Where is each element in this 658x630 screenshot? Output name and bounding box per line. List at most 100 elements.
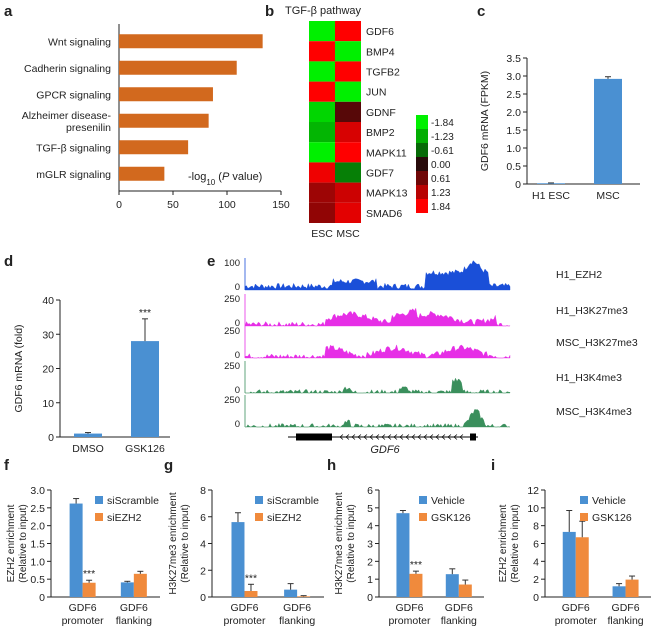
track-name-h1-ezh2: H1_EZH2 xyxy=(556,269,602,281)
gene-strand-arrow xyxy=(375,434,380,440)
y-axis-label: (Relative to input) xyxy=(18,504,29,582)
legend-swatch-vehicle xyxy=(580,496,588,504)
legend-label-vehicle: Vehicle xyxy=(431,495,465,507)
gene-strand-arrow xyxy=(369,434,374,440)
color-scale-label: -1.84 xyxy=(431,118,454,129)
color-scale-label: -1.23 xyxy=(431,132,454,143)
row-label-gdnf: GDNF xyxy=(366,107,396,119)
bar-gsk126-promoter xyxy=(409,573,423,597)
bar-0 xyxy=(119,34,263,49)
y-tick-label: 0 xyxy=(533,592,539,604)
heatmap-cell xyxy=(335,41,361,62)
bar-5 xyxy=(119,166,165,181)
panel-g-h3k27me3-chip-chart: 02468***GDF6promoterGDF6flankingsiScramb… xyxy=(168,485,324,627)
gene-strand-arrow xyxy=(441,434,446,440)
column-label-esc: ESC xyxy=(311,228,333,240)
gene-strand-arrow xyxy=(399,434,404,440)
heatmap-cell xyxy=(309,202,335,223)
color-scale-swatch xyxy=(416,115,428,129)
y-axis-label: (Relative to input) xyxy=(510,504,521,582)
y-axis-label: EZH2 enrichment xyxy=(498,504,509,582)
gene-strand-arrow xyxy=(351,434,356,440)
bar-siscramble-flanking xyxy=(120,582,134,597)
legend-swatch-siscramble xyxy=(95,496,103,504)
bar-siscramble-promoter xyxy=(69,503,83,597)
y-tick-label: 0 xyxy=(48,432,54,444)
x-category-label: GSK126 xyxy=(125,443,165,455)
gene-strand-arrow xyxy=(339,434,344,440)
category-label-4: TGF-β signaling xyxy=(36,142,111,154)
row-label-gdf6: GDF6 xyxy=(366,26,394,38)
significance-marker: *** xyxy=(410,559,422,571)
y-axis-label: EZH2 enrichment xyxy=(6,504,17,582)
y-tick-label: 1.0 xyxy=(506,143,521,155)
y-tick-label: 3 xyxy=(367,539,373,551)
y-tick-label: 30 xyxy=(42,329,54,341)
panel-label-d: d xyxy=(4,253,13,270)
bar-gsk126 xyxy=(131,341,159,437)
x-category-label: GDF6 xyxy=(230,602,258,614)
heatmap-cell xyxy=(335,162,361,183)
legend-label-gsk126: GSK126 xyxy=(592,512,632,524)
x-category-label: promoter xyxy=(555,615,598,627)
track-ymin-label: 0 xyxy=(235,318,240,329)
color-scale-swatch xyxy=(416,185,428,199)
heatmap-cell xyxy=(309,122,335,143)
y-tick-label: 2.5 xyxy=(506,89,521,101)
gene-strand-arrow xyxy=(459,434,464,440)
heatmap-cell xyxy=(335,101,361,122)
heatmap-cell xyxy=(335,122,361,143)
bar-gsk126-promoter xyxy=(575,537,589,597)
bar-vehicle-flanking xyxy=(445,574,459,597)
panel-c-gdf6-fpkm-chart: 0 0.5 1.0 1.5 2.0 2.5 3.0 3.5 H1 ESC MSC GDF6 mRNA… xyxy=(479,53,640,202)
y-tick-label: 3.0 xyxy=(30,485,45,497)
gene-strand-arrow xyxy=(387,434,392,440)
row-label-mapk11: MAPK11 xyxy=(366,147,407,159)
bar-msc xyxy=(594,78,622,184)
bar-h1-esc xyxy=(537,183,565,184)
heatmap-cell xyxy=(309,182,335,203)
y-tick-label: 1.5 xyxy=(30,539,45,551)
color-scale-label: 0.61 xyxy=(431,174,451,185)
x-tick-label: 50 xyxy=(167,199,179,211)
color-scale-label: 0.00 xyxy=(431,160,451,171)
y-tick-label: 2 xyxy=(533,574,539,586)
x-category-label: promoter xyxy=(388,615,431,627)
bar-4 xyxy=(119,140,189,155)
y-axis-label: (Relative to input) xyxy=(346,504,357,582)
legend-swatch-siezh2 xyxy=(255,513,263,521)
track-signal-msc-h3k4me3 xyxy=(245,409,511,428)
x-category-label: DMSO xyxy=(72,443,104,455)
y-tick-label: 2.0 xyxy=(506,107,521,119)
gene-strand-arrow xyxy=(393,434,398,440)
bar-2 xyxy=(119,87,213,102)
y-axis-label: GDF6 mRNA (fold) xyxy=(13,324,25,412)
track-ymax-label: 100 xyxy=(224,258,240,269)
category-label-5: mGLR signaling xyxy=(36,169,111,181)
row-label-mapk13: MAPK13 xyxy=(366,188,408,200)
legend-swatch-siezh2 xyxy=(95,513,103,521)
legend-swatch-vehicle xyxy=(419,496,427,504)
x-category-label: flanking xyxy=(279,615,315,627)
y-tick-label: 0 xyxy=(367,592,373,604)
bar-siezh2-flanking xyxy=(133,573,147,597)
legend-swatch-siscramble xyxy=(255,496,263,504)
panel-label-c: c xyxy=(477,3,485,20)
panel-label-b: b xyxy=(265,3,274,20)
panel-label-i: i xyxy=(491,457,495,474)
track-name-msc-h3k27me3: MSC_H3K27me3 xyxy=(556,337,638,349)
y-axis-label: GDF6 mRNA (FPKM) xyxy=(479,71,491,171)
heatmap-cell xyxy=(309,41,335,62)
x-category-label: GDF6 xyxy=(395,602,423,614)
color-scale-label: 1.84 xyxy=(431,202,451,213)
heatmap-cell xyxy=(309,162,335,183)
gene-strand-arrow xyxy=(453,434,458,440)
significance-marker: *** xyxy=(245,572,257,584)
x-tick-label: 100 xyxy=(218,199,236,211)
y-tick-label: 0 xyxy=(200,592,206,604)
legend-label-siscramble: siScramble xyxy=(107,495,159,507)
bar-siezh2-promoter xyxy=(82,582,96,597)
track-signal-msc-h3k27me3 xyxy=(244,344,511,359)
heatmap-cell xyxy=(309,81,335,102)
